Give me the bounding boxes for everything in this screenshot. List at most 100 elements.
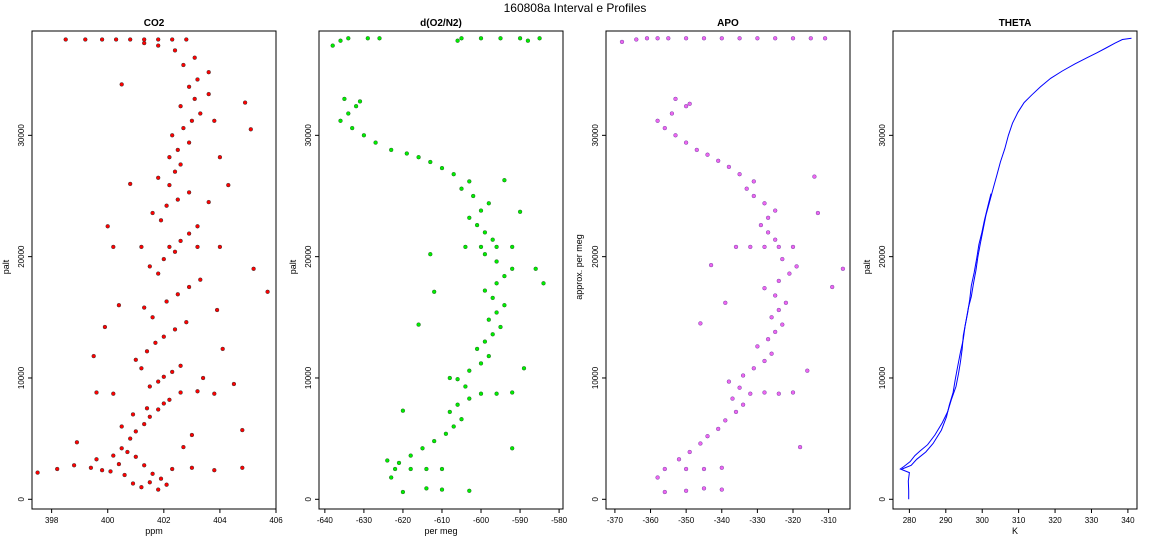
co2-point — [181, 444, 186, 450]
co2-point — [178, 238, 183, 244]
apo-point — [683, 104, 689, 109]
apo-point — [787, 271, 792, 276]
apo-point — [705, 152, 710, 157]
co2-point — [150, 315, 155, 320]
apo-point — [740, 402, 746, 407]
apo-point — [744, 186, 749, 191]
o2n2-point — [357, 99, 363, 104]
o2n2-point — [486, 353, 491, 359]
co2-point — [167, 182, 172, 188]
apo-point — [776, 278, 781, 284]
o2n2-point — [474, 222, 480, 228]
o2n2-point — [455, 377, 460, 382]
co2-y-tick-label: 20000 — [17, 245, 26, 268]
theta-y-tick-label: 10000 — [878, 366, 887, 389]
theta-profile-line-1 — [899, 37, 1132, 500]
apo-panel: APO approx. per meg -370 -360 -350 -340 -330… — [574, 18, 851, 525]
apo-point — [716, 426, 721, 432]
co2-point — [189, 465, 195, 470]
o2n2-y-tick-label: 20000 — [304, 245, 313, 268]
apo-point — [673, 96, 678, 102]
co2-title: CO2 — [144, 18, 165, 29]
apo-x-tick-label: -350 — [678, 516, 695, 525]
co2-point — [133, 357, 138, 362]
o2n2-x-tick-label: -630 — [356, 516, 373, 525]
co2-point — [189, 432, 195, 438]
co2-point — [102, 324, 108, 330]
apo-point — [634, 37, 639, 42]
apo-x-tick-label: -330 — [749, 516, 766, 525]
co2-point — [170, 37, 175, 42]
o2n2-point — [494, 310, 499, 315]
theta-ylabel: palt — [862, 259, 872, 274]
co2-point — [170, 369, 175, 375]
apo-marks: -370 -360 -350 -340 -330 -320 -310 0 10000 20000 3… — [591, 30, 851, 525]
co2-point — [192, 55, 197, 60]
co2-point — [212, 468, 217, 473]
apo-point — [751, 179, 756, 184]
figure-title: 160808a Interval e Profiles — [504, 1, 647, 15]
co2-y-tick-label: 0 — [17, 497, 26, 502]
apo-point — [701, 466, 707, 472]
co2-point — [186, 84, 192, 89]
o2n2-x-tick-label: -590 — [512, 516, 529, 525]
apo-point — [751, 366, 756, 371]
o2n2-point — [439, 466, 445, 472]
o2n2-point — [428, 159, 433, 165]
co2-point — [74, 440, 80, 445]
apo-point — [683, 140, 689, 145]
o2n2-point — [541, 281, 546, 286]
co2-point — [150, 471, 155, 476]
o2n2-point — [494, 391, 499, 396]
apo-point — [794, 264, 799, 269]
co2-point — [147, 264, 152, 269]
o2n2-point — [463, 384, 468, 389]
co2-point — [178, 363, 183, 368]
apo-point — [662, 489, 667, 495]
o2n2-point — [478, 391, 484, 396]
apo-point — [812, 174, 817, 179]
co2-x-tick-label: 406 — [269, 516, 283, 525]
co2-point — [142, 305, 147, 310]
apo-point — [776, 391, 781, 396]
o2n2-point — [447, 375, 452, 381]
o2n2-point — [537, 36, 542, 41]
o2n2-point — [494, 259, 499, 264]
o2n2-point — [502, 303, 507, 308]
theta-x-tick-label: 290 — [939, 516, 953, 525]
co2-y-tick-label: 10000 — [17, 366, 26, 389]
apo-point — [773, 36, 778, 41]
co2-point — [105, 224, 110, 229]
theta-x-tick-label: 320 — [1048, 516, 1062, 525]
co2-point — [116, 303, 122, 308]
co2-point — [189, 118, 195, 123]
co2-point — [172, 249, 178, 254]
co2-point — [192, 96, 197, 102]
apo-point — [737, 385, 742, 390]
co2-point — [167, 244, 172, 250]
o2n2-point — [478, 244, 484, 250]
o2n2-point — [510, 390, 515, 395]
o2n2-point — [455, 38, 460, 43]
apo-point — [669, 111, 675, 116]
theta-x-tick-label: 310 — [1012, 516, 1026, 525]
apo-point — [726, 379, 732, 384]
apo-point — [655, 475, 660, 480]
o2n2-point — [517, 36, 523, 41]
o2n2-point — [498, 324, 503, 330]
apo-point — [683, 488, 689, 493]
apo-point — [726, 164, 732, 170]
o2n2-point — [408, 466, 413, 472]
co2-point — [206, 199, 211, 205]
co2-point — [217, 244, 223, 250]
o2n2-point — [346, 36, 351, 41]
o2n2-y-tick-label: 0 — [304, 497, 313, 502]
o2n2-point — [361, 133, 367, 138]
co2-point — [156, 407, 161, 412]
apo-point — [790, 36, 796, 41]
co2-point — [167, 397, 172, 402]
theta-xlabel: K — [1012, 526, 1018, 536]
theta-y-tick-label: 20000 — [878, 245, 887, 268]
co2-point — [139, 244, 144, 250]
